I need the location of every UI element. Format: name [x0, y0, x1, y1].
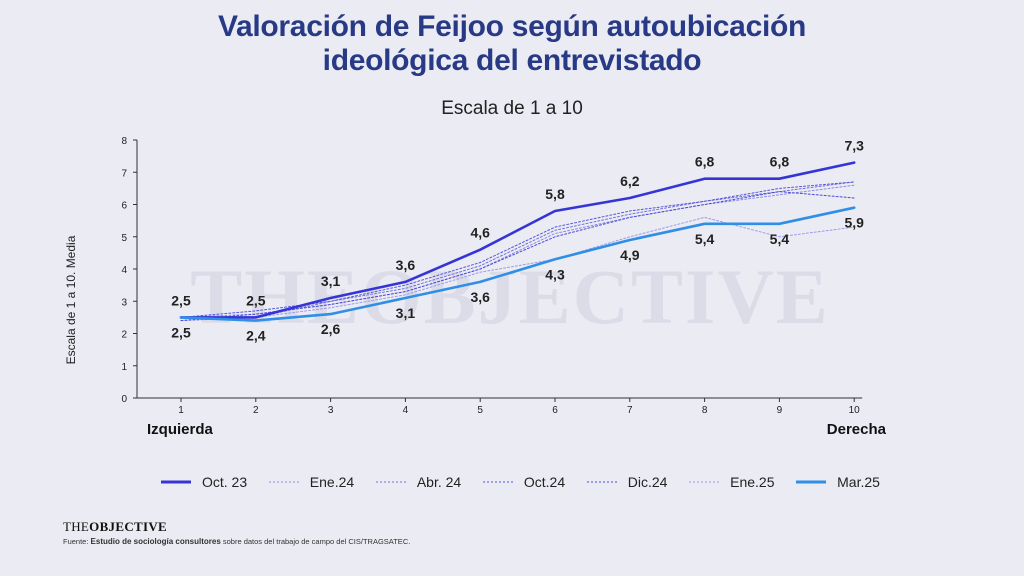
series-line-dic-24 [180, 191, 855, 322]
brand-logo: THEOBJECTIVE [63, 519, 167, 535]
x-tick-label: 10 [849, 405, 861, 416]
legend-swatch [482, 481, 513, 483]
legend: Oct. 23 Ene.24 Abr. 24 Oct.24 Dic.24 Ene.25 Ma… [160, 471, 880, 493]
legend-swatch [586, 481, 617, 483]
y-tick-label: 8 [121, 136, 127, 147]
y-tick-label: 0 [121, 394, 127, 405]
legend-swatch [161, 480, 191, 484]
x-tick-label: 4 [403, 405, 409, 416]
y-tick-label: 5 [121, 233, 127, 244]
legend-item: Ene.25 [688, 474, 774, 490]
x-tick-label: 9 [777, 405, 783, 416]
y-tick-label: 4 [121, 265, 127, 276]
legend-item: Ene.24 [268, 474, 354, 490]
y-axis-label: Escala de 1 a 10. Media [64, 235, 78, 364]
y-tick-label: 2 [121, 330, 127, 341]
legend-swatch [689, 481, 720, 483]
data-label-oct23: 6,8 [770, 154, 790, 170]
y-tick-label: 1 [121, 362, 127, 373]
data-label-mar25: 3,6 [470, 289, 490, 305]
legend-swatch [375, 481, 406, 483]
x-axis-right-label: Derecha [827, 421, 887, 438]
series-line-oct-24 [180, 181, 855, 318]
x-tick-label: 8 [702, 405, 708, 416]
data-label-oct23: 6,8 [695, 154, 715, 170]
data-label-oct23: 3,1 [321, 273, 341, 289]
axes: 0 1 2 3 4 5 6 7 8 1 2 3 4 5 6 7 8 9 10 [121, 136, 863, 416]
chart-subtitle: Escala de 1 a 10 [441, 98, 583, 119]
x-tick-label: 1 [178, 405, 184, 416]
chart-title: Valoración de Feijoo según autoubicación… [0, 10, 1024, 78]
legend-item: Dic.24 [586, 474, 668, 490]
source-note: Fuente: Estudio de sociología consultore… [63, 537, 410, 546]
source-prefix: Fuente: [63, 537, 91, 546]
y-tick-label: 6 [121, 201, 127, 212]
data-label-oct23: 5,8 [545, 186, 565, 202]
legend-label: Dic.24 [627, 474, 668, 490]
x-tick-label: 6 [552, 405, 558, 416]
legend-label: Oct. 23 [202, 474, 248, 490]
legend-item: Abr. 24 [375, 474, 461, 490]
data-labels: 2,5 2,5 3,1 3,6 4,6 5,8 6,2 6,8 6,8 7,3 2,5 2,4 2,6 3… [171, 138, 864, 344]
series-line-oct-23 [179, 161, 856, 319]
brand-objective: OBJECTIVE [89, 519, 168, 534]
data-label-mar25: 2,6 [321, 321, 341, 337]
data-label-mar25: 5,4 [770, 231, 790, 247]
data-label-mar25: 4,9 [620, 247, 640, 263]
series-lines [179, 161, 856, 322]
brand-the: THE [63, 519, 90, 534]
data-label-mar25: 4,3 [545, 266, 565, 282]
data-label-mar25: 5,4 [695, 231, 715, 247]
data-label-mar25: 5,9 [844, 215, 864, 231]
x-tick-label: 7 [627, 405, 633, 416]
data-label-mar25: 2,5 [171, 324, 191, 340]
series-line-ene-25 [180, 216, 855, 318]
data-label-mar25: 3,1 [396, 305, 416, 321]
chart-title-line-2: ideológica del entrevistado [322, 44, 702, 77]
y-tick-label: 3 [121, 297, 127, 308]
legend-label: Oct.24 [523, 474, 566, 490]
x-tick-label: 3 [328, 405, 334, 416]
data-label-oct23: 6,2 [620, 173, 640, 189]
source-author: Estudio de sociología consultores [90, 537, 221, 546]
legend-label: Mar.25 [837, 474, 880, 490]
legend-item: Oct. 23 [160, 474, 247, 490]
data-label-oct23: 3,6 [396, 257, 416, 273]
source-rest: sobre datos del trabajo de campo del CIS… [220, 537, 411, 546]
legend-label: Ene.25 [730, 474, 775, 490]
x-tick-label: 2 [253, 405, 259, 416]
legend-item: Mar.25 [795, 474, 880, 490]
data-label-oct23: 2,5 [171, 292, 191, 308]
legend-label: Abr. 24 [416, 474, 462, 490]
x-tick-label: 5 [477, 405, 483, 416]
x-axis-left-label: Izquierda [147, 421, 214, 438]
series-line-mar-25 [179, 206, 856, 322]
data-label-oct23: 7,3 [844, 138, 864, 154]
watermark: THEOBJECTIVE [190, 253, 830, 340]
legend-swatch [268, 481, 299, 483]
y-tick-label: 7 [121, 168, 127, 179]
legend-label: Ene.24 [309, 474, 355, 490]
data-label-oct23: 2,5 [246, 292, 266, 308]
data-label-oct23: 4,6 [470, 225, 490, 241]
chart-title-line-1: Valoración de Feijoo según autoubicación [217, 10, 807, 43]
legend-swatch [796, 480, 827, 484]
legend-item: Oct.24 [482, 474, 565, 490]
data-label-mar25: 2,4 [246, 328, 266, 344]
